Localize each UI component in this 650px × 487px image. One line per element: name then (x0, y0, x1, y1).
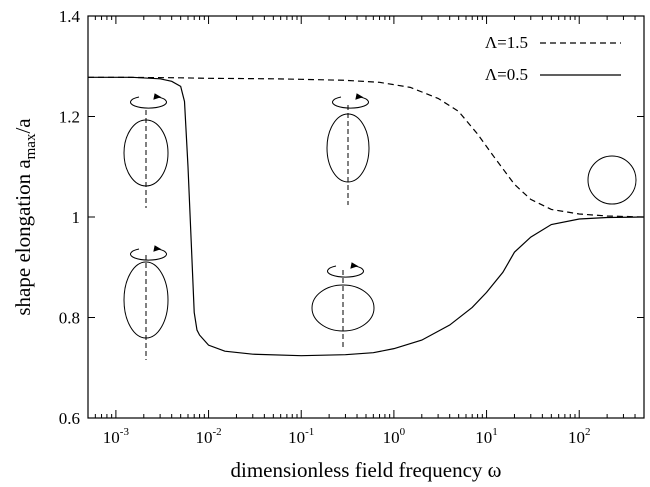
plot-area-frame (87, 15, 645, 419)
prolate-shape-icon-2 (123, 245, 169, 360)
series-line-0 (88, 76, 645, 218)
y-tick-label-3: 1.2 (59, 108, 80, 127)
x-tick-label-1: 10-2 (195, 426, 221, 447)
prolate-shape-icon-3 (326, 93, 370, 205)
y-tick-label-4: 1.4 (59, 7, 81, 26)
y-axis-title-main: shape elongation a (11, 159, 35, 316)
legend-label-0: Λ=1.5 (485, 33, 528, 52)
y-axis-title-tail: /a (11, 118, 35, 134)
legend: Λ=1.5 Λ=0.5 (485, 33, 621, 84)
x-tick-label-5: 102 (568, 426, 591, 447)
y-axis-title-sub: max (23, 133, 39, 159)
legend-label-1: Λ=0.5 (485, 65, 528, 84)
y-axis-title: shape elongation amax/a (11, 118, 39, 316)
axis-tick-labels: 0.6 0.8 1 1.2 1.4 10-3 10-2 10-1 100 101 102 (59, 7, 591, 447)
series-lines (88, 76, 645, 357)
x-tick-label-3: 100 (383, 426, 406, 447)
y-tick-label-1: 0.8 (59, 309, 80, 328)
x-axis-title: dimensionless field frequency ω (230, 458, 501, 482)
x-tick-label-0: 10-3 (103, 426, 130, 447)
y-tick-label-0: 0.6 (59, 409, 80, 428)
shape-illustrations (123, 93, 637, 360)
x-tick-label-2: 10-1 (288, 426, 314, 447)
series-line-1 (88, 76, 645, 357)
prolate-shape-icon-1 (123, 93, 169, 208)
axis-ticks (87, 15, 645, 419)
y-tick-label-2: 1 (72, 208, 81, 227)
oblate-shape-icon (311, 262, 375, 350)
sphere-shape-icon (587, 155, 637, 205)
x-tick-label-4: 101 (475, 426, 498, 447)
